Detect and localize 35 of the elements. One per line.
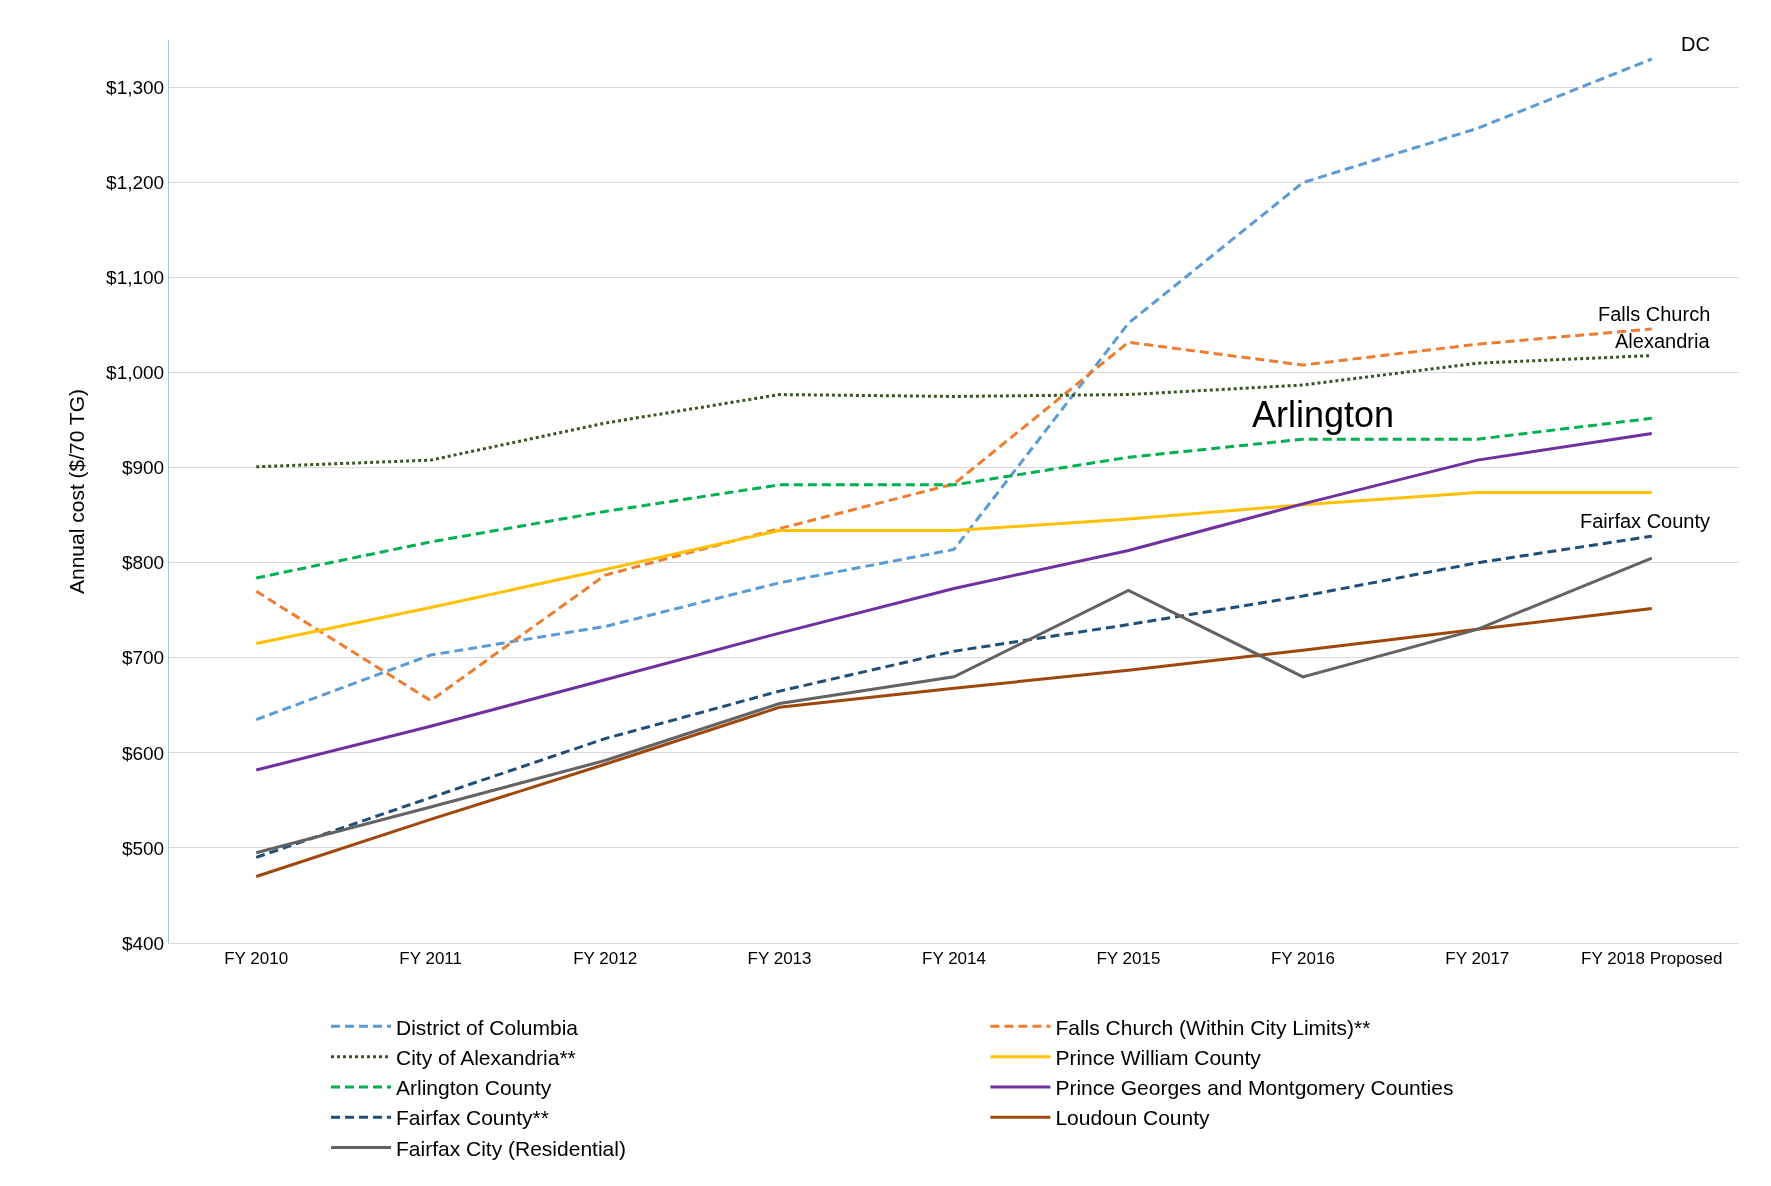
legend-label: District of Columbia bbox=[396, 1015, 579, 1039]
line-series bbox=[254, 606, 1654, 878]
annotation: DC bbox=[1681, 33, 1710, 55]
legend-label: Fairfax City (Residential) bbox=[396, 1136, 626, 1160]
y-tick-label: $400 bbox=[121, 932, 165, 954]
annotation: Fairfax County bbox=[1580, 510, 1711, 532]
legend-label: Prince Georges and Montgomery Counties bbox=[1055, 1076, 1454, 1100]
annotation: Arlington bbox=[1252, 394, 1395, 435]
x-tick-label: FY 2010 bbox=[224, 949, 289, 969]
y-tick-label: $800 bbox=[121, 552, 165, 574]
legend-label: Falls Church (Within City Limits)** bbox=[1055, 1015, 1371, 1039]
x-tick-label: FY 2012 bbox=[573, 949, 638, 969]
legend-label: City of Alexandria** bbox=[396, 1045, 576, 1069]
x-tick-label: FY 2015 bbox=[1096, 949, 1161, 969]
y-tick-label: $600 bbox=[121, 742, 165, 764]
x-tick-label: FY 2014 bbox=[922, 949, 986, 969]
y-tick-label: $700 bbox=[121, 647, 165, 669]
x-tick-label: FY 2017 bbox=[1445, 949, 1510, 969]
legend-label: Loudoun County bbox=[1055, 1106, 1211, 1130]
y-tick-label: $1,200 bbox=[106, 172, 165, 194]
y-tick-label: $1,100 bbox=[106, 267, 165, 289]
y-tick-label: $1,000 bbox=[106, 362, 165, 384]
x-tick-label: FY 2016 bbox=[1270, 949, 1335, 969]
annotation: Alexandria bbox=[1615, 330, 1711, 352]
annotation: Falls Church bbox=[1598, 303, 1711, 325]
x-tick-label: FY 2018 Proposed bbox=[1581, 949, 1723, 969]
legend-label: Fairfax County** bbox=[396, 1106, 549, 1130]
x-tick-label: FY 2011 bbox=[399, 949, 463, 969]
y-axis-title: Annual cost ($/70 TG) bbox=[65, 388, 89, 595]
y-tick-label: $500 bbox=[121, 837, 165, 859]
legend-label: Arlington County bbox=[396, 1076, 552, 1100]
y-tick-label: $900 bbox=[121, 457, 165, 479]
y-tick-label: $1,300 bbox=[106, 77, 165, 99]
legend-label: Prince William County bbox=[1055, 1045, 1262, 1069]
x-tick-label: FY 2013 bbox=[747, 949, 812, 969]
